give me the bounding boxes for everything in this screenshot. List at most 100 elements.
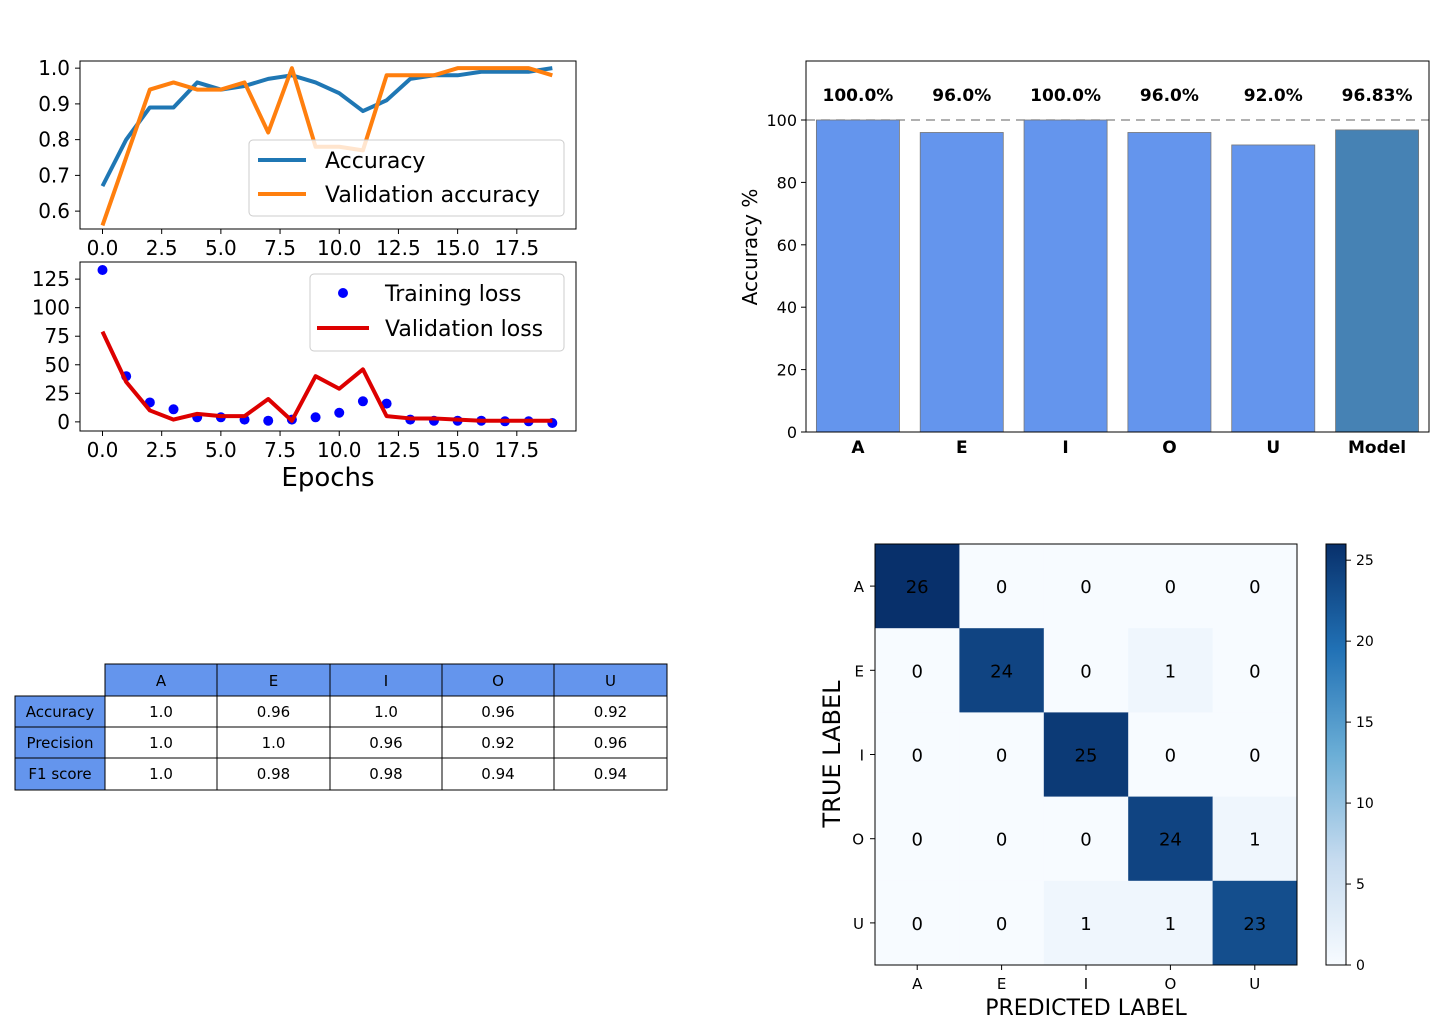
confusion-cell bbox=[1128, 712, 1214, 798]
confusion-cell bbox=[1212, 628, 1298, 713]
confusion-cell bbox=[959, 712, 1045, 798]
loss-ytick-label: 0 bbox=[57, 410, 70, 434]
class-accuracy-bar-chart: 100.0% 96.0% 100.0% 96.0% 92.0% 96.83% A E I O U M… bbox=[738, 60, 1430, 458]
bar-model bbox=[1335, 129, 1420, 433]
confusion-cell-value: 26 bbox=[906, 577, 929, 598]
accuracy-xtick-label: 12.5 bbox=[376, 236, 421, 260]
accuracy-xtick-label: 0.0 bbox=[87, 236, 119, 260]
confusion-cell-value: 1 bbox=[1165, 661, 1176, 682]
bar-value-label: 100.0% bbox=[1030, 86, 1101, 106]
table-cell bbox=[329, 726, 443, 759]
loss-xtick-label: 17.5 bbox=[495, 438, 540, 462]
loss-point-training-loss bbox=[334, 407, 345, 418]
metrics-table: A E I O U Accuracy 1.0 0.96 1.0 0.96 0.92 Precision… bbox=[14, 663, 668, 791]
loss-legend: Training loss Validation loss bbox=[309, 273, 565, 352]
confusion-cell bbox=[1043, 712, 1129, 798]
bar-value-label: 96.0% bbox=[932, 86, 991, 106]
bar-category-label: I bbox=[1062, 438, 1068, 458]
bar-value-label: 96.83% bbox=[1342, 86, 1413, 106]
loss-xtick-label: 2.5 bbox=[146, 438, 178, 462]
loss-point-training-loss bbox=[310, 412, 321, 423]
confusion-cell bbox=[959, 628, 1045, 713]
confusion-cell-value: 0 bbox=[911, 914, 922, 935]
bar-chart-ylabel: Accuracy % bbox=[738, 189, 762, 306]
confusion-cell-value: 0 bbox=[1080, 830, 1091, 851]
accuracy-xtick-label: 17.5 bbox=[495, 236, 540, 260]
confusion-cell-value: 0 bbox=[1080, 661, 1091, 682]
table-header-cell bbox=[216, 663, 331, 697]
table-cell-value: 0.96 bbox=[369, 734, 402, 752]
confusion-cell bbox=[959, 796, 1045, 882]
bar-chart-frame bbox=[805, 60, 1430, 433]
accuracy-xtick-label: 15.0 bbox=[435, 236, 480, 260]
confusion-cell bbox=[875, 712, 960, 798]
table-header-label: U bbox=[605, 672, 616, 690]
loss-xtick-label: 12.5 bbox=[376, 438, 421, 462]
table-cell-value: 1.0 bbox=[149, 703, 173, 721]
bar-category-label: O bbox=[1162, 438, 1176, 458]
colorbar-tick-label: 10 bbox=[1356, 796, 1374, 812]
loss-ytick-label: 100 bbox=[32, 296, 70, 320]
confusion-cell bbox=[875, 880, 960, 966]
confusion-matrix-ylabel: TRUE LABEL bbox=[818, 680, 846, 829]
table-header-cell bbox=[553, 663, 668, 697]
table-cell bbox=[329, 757, 443, 791]
table-cell-value: 1.0 bbox=[374, 703, 398, 721]
table-cell bbox=[553, 757, 668, 791]
accuracy-ytick-label: 0.8 bbox=[38, 128, 70, 152]
bar-ytick-label: 0 bbox=[787, 423, 797, 442]
confusion-row-label: I bbox=[860, 747, 864, 765]
confusion-col-label: A bbox=[912, 975, 923, 993]
accuracy-xtick-label: 10.0 bbox=[317, 236, 362, 260]
bar-u bbox=[1231, 144, 1316, 433]
table-cell-value: 0.98 bbox=[257, 765, 290, 783]
bar-e bbox=[919, 132, 1004, 433]
confusion-row-label: A bbox=[854, 578, 865, 596]
bar-value-label: 100.0% bbox=[823, 86, 894, 106]
table-header-label: I bbox=[384, 672, 388, 690]
confusion-cell-value: 23 bbox=[1243, 914, 1266, 935]
loss-chart: 0.0 2.5 5.0 7.5 10.0 12.5 15.0 17.5 0 25 50 75 100 12… bbox=[32, 261, 577, 493]
confusion-col-label: I bbox=[1084, 975, 1088, 993]
table-cell bbox=[216, 695, 331, 728]
confusion-cell-value: 1 bbox=[1249, 830, 1260, 851]
accuracy-xtick-label: 7.5 bbox=[264, 236, 296, 260]
table-cell-value: 0.92 bbox=[481, 734, 514, 752]
table-cell bbox=[104, 726, 218, 759]
colorbar-tick-label: 25 bbox=[1356, 553, 1374, 569]
legend-swatch-training-loss bbox=[338, 288, 348, 298]
confusion-cell bbox=[1212, 712, 1298, 798]
confusion-row-label: U bbox=[853, 915, 864, 933]
loss-chart-xlabel: Epochs bbox=[281, 463, 374, 493]
confusion-matrix: 26 0 0 0 00 24 0 1 00 0 25 0 00 0 0 24 10 0 1 1 23 A E I O UAEIO… bbox=[818, 543, 1374, 1021]
table-header-cell bbox=[104, 663, 218, 697]
confusion-cell bbox=[1043, 796, 1129, 882]
bar-o bbox=[1127, 132, 1212, 433]
loss-ytick-label: 125 bbox=[32, 267, 70, 291]
confusion-cell bbox=[1043, 544, 1129, 629]
bar-ytick-label: 60 bbox=[777, 236, 797, 255]
table-cell bbox=[329, 695, 443, 728]
accuracy-line-accuracy bbox=[100, 66, 553, 188]
bar-ytick-label: 80 bbox=[777, 173, 797, 192]
table-header-label: E bbox=[269, 672, 278, 690]
table-cell-value: 1.0 bbox=[262, 734, 286, 752]
table-cell-value: 1.0 bbox=[149, 734, 173, 752]
confusion-cell-value: 1 bbox=[1165, 914, 1176, 935]
confusion-cell-value: 0 bbox=[1080, 577, 1091, 598]
bar-a bbox=[815, 119, 900, 433]
legend-label-training-loss: Training loss bbox=[384, 282, 521, 307]
confusion-cell-value: 0 bbox=[996, 830, 1007, 851]
bar-i bbox=[1023, 119, 1108, 433]
loss-xtick-label: 10.0 bbox=[317, 438, 362, 462]
table-cell-value: 0.96 bbox=[257, 703, 290, 721]
loss-line-validation-loss bbox=[100, 330, 553, 423]
confusion-matrix-xlabel: PREDICTED LABEL bbox=[985, 996, 1187, 1021]
confusion-cell bbox=[1128, 544, 1214, 629]
confusion-col-label: U bbox=[1249, 975, 1260, 993]
table-row-label: Precision bbox=[27, 734, 94, 752]
table-cell-value: 0.94 bbox=[594, 765, 627, 783]
bar-ytick-label: 40 bbox=[777, 298, 797, 317]
loss-xtick-label: 7.5 bbox=[264, 438, 296, 462]
table-cell-value: 0.96 bbox=[594, 734, 627, 752]
